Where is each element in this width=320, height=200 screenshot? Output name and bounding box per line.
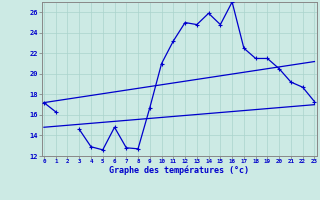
X-axis label: Graphe des températures (°c): Graphe des températures (°c) bbox=[109, 166, 249, 175]
